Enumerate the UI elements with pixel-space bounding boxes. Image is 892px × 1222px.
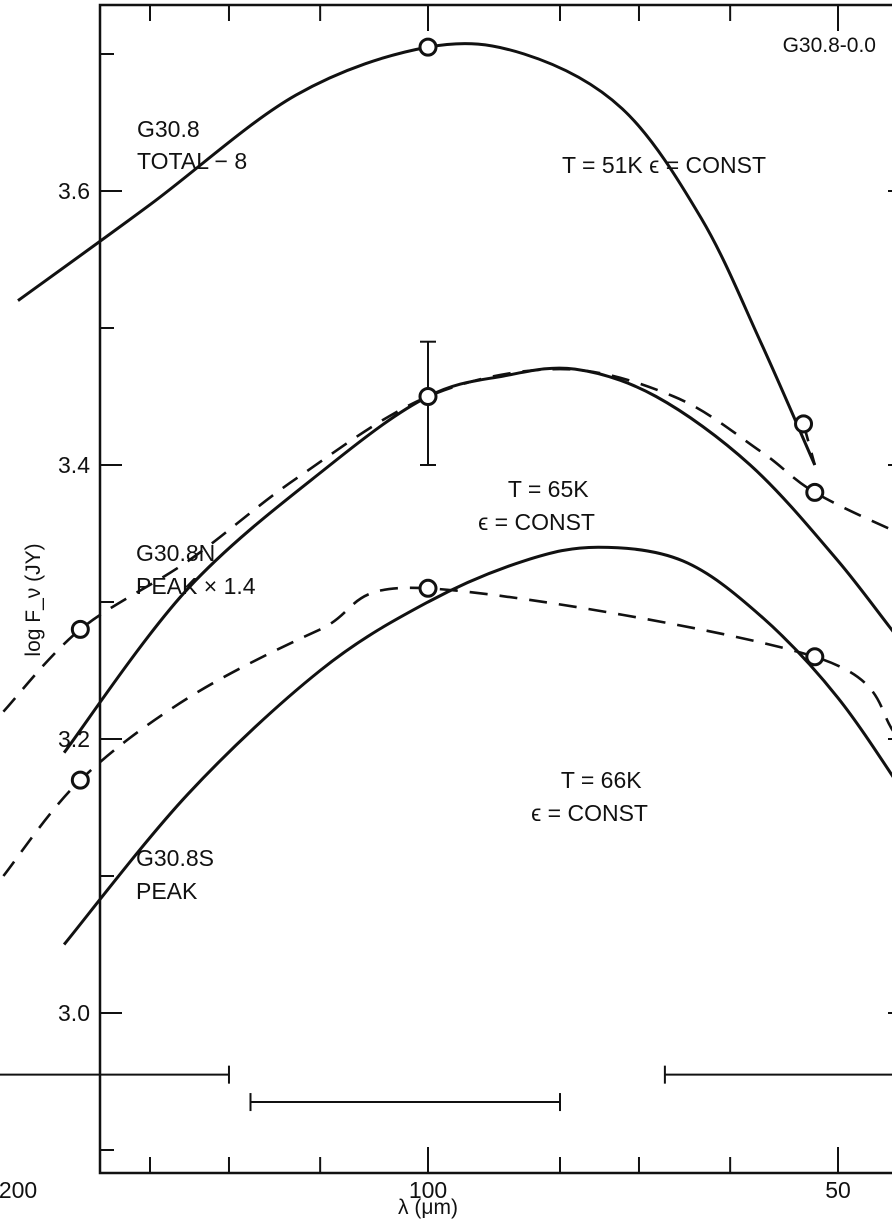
axis-ticks	[100, 5, 892, 1173]
plot-frame	[98, 3, 892, 1175]
fit-label-total: T = 51K ϵ = CONST	[562, 152, 766, 178]
dashed-curve-1	[2, 367, 892, 713]
x-tick-label: 200	[0, 1177, 37, 1203]
fit-curve-2	[62, 545, 892, 946]
data-point	[418, 387, 438, 406]
data-points	[70, 37, 825, 790]
curves	[2, 42, 892, 946]
series-label-north: G30.8N PEAK × 1.4	[136, 540, 256, 599]
y-tick-label: 3.6	[58, 178, 90, 204]
data-point	[805, 647, 825, 667]
series-label-south: G30.8S PEAK	[136, 845, 220, 904]
y-axis-label: log F_ν (JY)	[22, 543, 45, 656]
dashed-curve-2	[2, 586, 892, 877]
x-axis-label: λ (μm)	[398, 1196, 458, 1219]
data-point	[418, 578, 438, 598]
tick-labels: 3.0 3.2 3.4 3.6 200 100 50	[0, 178, 851, 1203]
data-point	[70, 770, 90, 790]
data-point	[418, 37, 438, 57]
data-point	[794, 414, 814, 434]
y-tick-label: 3.2	[58, 726, 90, 752]
fit-label-south: T = 66K ϵ = CONST	[531, 767, 648, 826]
x-tick-label: 100	[409, 1177, 447, 1203]
data-point	[805, 482, 825, 502]
y-tick-label: 3.0	[58, 1000, 90, 1026]
x-tick-label: 50	[825, 1177, 851, 1203]
bandpass-bars	[0, 1065, 892, 1112]
chart-title: G30.8-0.0	[783, 34, 876, 57]
y-tick-label: 3.4	[58, 452, 90, 478]
fit-curve-0	[17, 42, 817, 466]
data-point	[70, 619, 90, 639]
fit-label-north: T = 65K ϵ = CONST	[478, 476, 595, 535]
series-label-total: G30.8 TOTAL − 8	[137, 116, 247, 174]
